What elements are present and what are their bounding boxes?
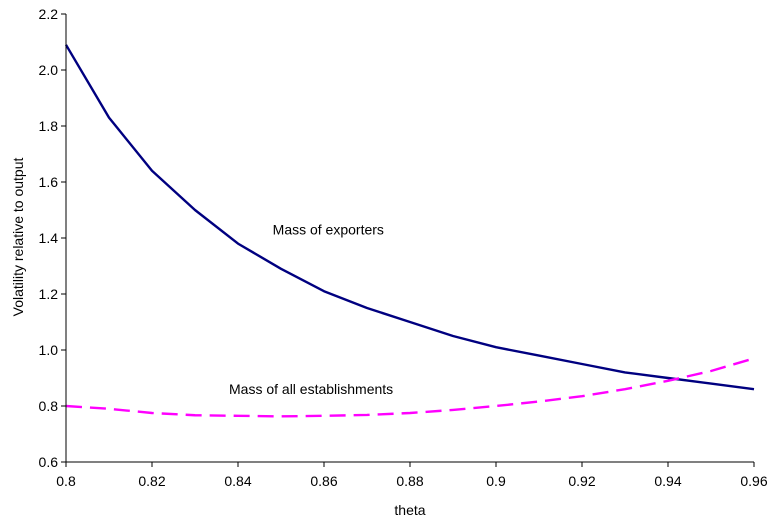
x-tick-label: 0.84 — [224, 473, 251, 489]
y-tick-label: 2.2 — [39, 6, 59, 22]
y-axis-title: Volatility relative to output — [10, 158, 26, 317]
y-tick-label: 1.8 — [39, 118, 59, 134]
annotation-mass-of-all-establishments: Mass of all establishments — [229, 381, 393, 397]
x-tick-label: 0.86 — [310, 473, 337, 489]
x-axis-title: theta — [394, 502, 425, 518]
series-mass-of-all-establishments-line — [65, 357, 755, 418]
y-tick-label: 2.0 — [39, 62, 59, 78]
y-tick-label: 0.6 — [39, 454, 59, 470]
series-layer — [64, 44, 755, 418]
x-tick-label: 0.8 — [56, 473, 76, 489]
y-tick-label: 0.8 — [39, 398, 59, 414]
y-tick-label: 1.4 — [39, 230, 59, 246]
annotation-layer: Mass of exporters Mass of all establishme… — [229, 222, 393, 398]
y-tick-label: 1.0 — [39, 342, 59, 358]
series-mass-of-exporters-line — [64, 44, 755, 391]
y-tick-label: 1.2 — [39, 286, 59, 302]
axes-layer: 0.6 0.8 1.0 1.2 1.4 1.6 1.8 2.0 2.2 0.8 0.82 0.84 0.… — [39, 6, 768, 489]
x-tick-label: 0.9 — [486, 473, 506, 489]
x-tick-label: 0.82 — [138, 473, 165, 489]
annotation-mass-of-exporters: Mass of exporters — [273, 222, 384, 238]
x-tick-label: 0.96 — [740, 473, 767, 489]
y-tick-label: 1.6 — [39, 174, 59, 190]
x-tick-label: 0.92 — [568, 473, 595, 489]
x-tick-label: 0.94 — [654, 473, 681, 489]
x-tick-label: 0.88 — [396, 473, 423, 489]
